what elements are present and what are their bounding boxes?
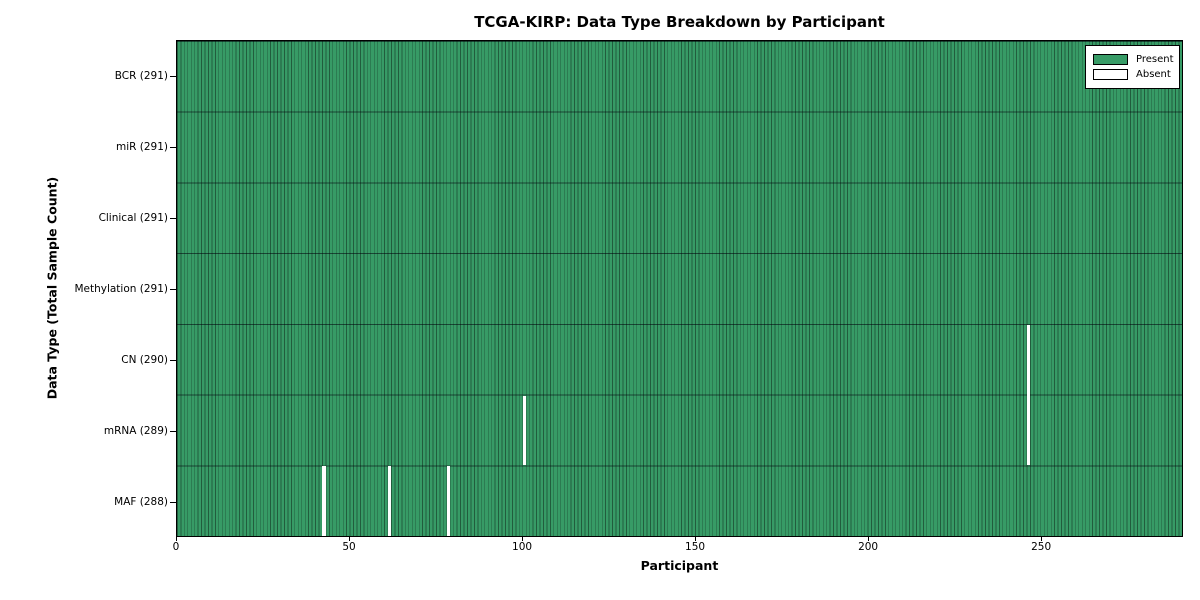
y-tick-mark (170, 75, 176, 77)
y-tick-mark (170, 501, 176, 503)
legend-label: Absent (1136, 69, 1171, 80)
x-tick-mark (868, 536, 870, 541)
legend: Present Absent (1085, 45, 1180, 89)
legend-item-present: Present (1093, 53, 1174, 66)
y-tick-mark (170, 217, 176, 219)
x-tick-label: 150 (685, 541, 706, 553)
absent-marker-CN-246 (1026, 324, 1031, 395)
absent-marker-mRNA-100 (522, 395, 527, 466)
y-tick-label: MAF (288) (114, 495, 168, 508)
x-tick-label: 250 (1031, 541, 1052, 553)
y-tick-mark (170, 288, 176, 290)
y-tick-label: miR (291) (115, 140, 168, 153)
x-tick-label: 200 (858, 541, 879, 553)
x-tick-mark (176, 536, 177, 541)
y-tick-label: Methylation (291) (74, 282, 168, 295)
absent-marker-mRNA-246 (1026, 394, 1031, 466)
x-axis-label: Participant (640, 558, 719, 573)
x-tick-mark (1041, 536, 1043, 541)
plot-area (176, 40, 1183, 537)
legend-label: Present (1136, 54, 1174, 65)
chart-title: TCGA-KIRP: Data Type Breakdown by Partic… (474, 13, 885, 31)
y-tick-mark (170, 146, 176, 148)
x-tick-mark (695, 536, 697, 541)
y-tick-label: BCR (291) (114, 69, 168, 82)
x-tick-mark (349, 536, 351, 541)
legend-swatch-absent (1093, 69, 1128, 80)
legend-item-absent: Absent (1093, 68, 1172, 81)
absent-marker-MAF-78 (446, 466, 451, 536)
x-tick-label: 0 (172, 541, 180, 553)
absent-marker-MAF-61 (387, 466, 392, 536)
absent-marker-MAF-42 (322, 466, 326, 536)
x-tick-label: 50 (342, 541, 356, 553)
legend-swatch-present (1093, 54, 1128, 65)
y-tick-mark (170, 359, 176, 361)
legend-items: Present Absent (1093, 53, 1174, 81)
y-tick-label: Clinical (291) (98, 211, 168, 224)
y-tick-label: CN (290) (121, 353, 168, 366)
y-tick-mark (170, 430, 176, 432)
x-tick-label: 100 (512, 541, 533, 553)
y-tick-label: mRNA (289) (103, 424, 168, 437)
x-tick-mark (522, 536, 524, 541)
